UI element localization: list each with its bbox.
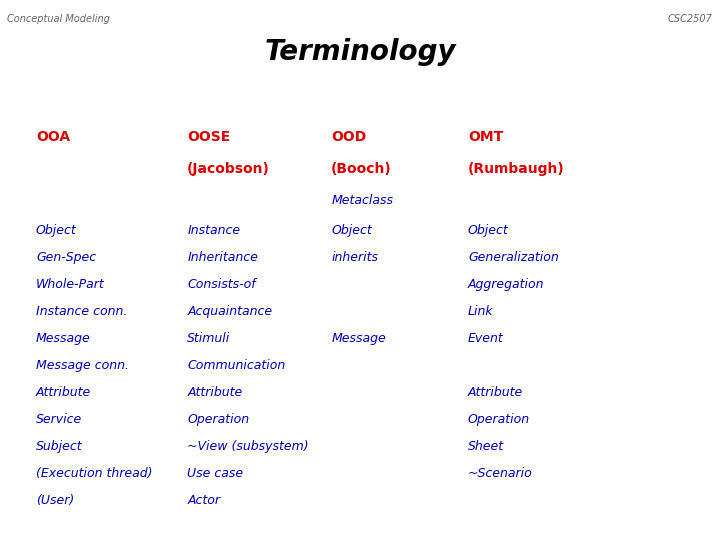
Text: ~View (subsystem): ~View (subsystem) — [187, 440, 309, 453]
Text: Generalization: Generalization — [468, 251, 559, 264]
Text: Message conn.: Message conn. — [36, 359, 129, 372]
Text: Service: Service — [36, 413, 82, 426]
Text: Attribute: Attribute — [36, 386, 91, 399]
Text: Sheet: Sheet — [468, 440, 504, 453]
Text: Gen-Spec: Gen-Spec — [36, 251, 96, 264]
Text: Attribute: Attribute — [187, 386, 243, 399]
Text: CSC2507: CSC2507 — [668, 14, 713, 24]
Text: Stimuli: Stimuli — [187, 332, 230, 345]
Text: Inheritance: Inheritance — [187, 251, 258, 264]
Text: Operation: Operation — [187, 413, 249, 426]
Text: (Execution thread): (Execution thread) — [36, 467, 153, 480]
Text: Consists-of: Consists-of — [187, 278, 256, 291]
Text: OMT: OMT — [468, 130, 503, 144]
Text: Operation: Operation — [468, 413, 530, 426]
Text: OOSE: OOSE — [187, 130, 230, 144]
Text: Instance: Instance — [187, 224, 240, 237]
Text: (Booch): (Booch) — [331, 162, 392, 176]
Text: OOA: OOA — [36, 130, 70, 144]
Text: Event: Event — [468, 332, 504, 345]
Text: (User): (User) — [36, 494, 74, 507]
Text: Use case: Use case — [187, 467, 243, 480]
Text: Actor: Actor — [187, 494, 220, 507]
Text: Conceptual Modeling: Conceptual Modeling — [7, 14, 110, 24]
Text: Attribute: Attribute — [468, 386, 523, 399]
Text: Aggregation: Aggregation — [468, 278, 544, 291]
Text: Terminology: Terminology — [264, 38, 456, 66]
Text: Acquaintance: Acquaintance — [187, 305, 272, 318]
Text: (Jacobson): (Jacobson) — [187, 162, 270, 176]
Text: Whole-Part: Whole-Part — [36, 278, 104, 291]
Text: Subject: Subject — [36, 440, 83, 453]
Text: Object: Object — [468, 224, 509, 237]
Text: Communication: Communication — [187, 359, 285, 372]
Text: Message: Message — [36, 332, 91, 345]
Text: ~Scenario: ~Scenario — [468, 467, 533, 480]
Text: Link: Link — [468, 305, 494, 318]
Text: Object: Object — [331, 224, 372, 237]
Text: Object: Object — [36, 224, 77, 237]
Text: OOD: OOD — [331, 130, 366, 144]
Text: Metaclass: Metaclass — [331, 194, 393, 207]
Text: inherits: inherits — [331, 251, 378, 264]
Text: Message: Message — [331, 332, 386, 345]
Text: (Rumbaugh): (Rumbaugh) — [468, 162, 564, 176]
Text: Instance conn.: Instance conn. — [36, 305, 127, 318]
